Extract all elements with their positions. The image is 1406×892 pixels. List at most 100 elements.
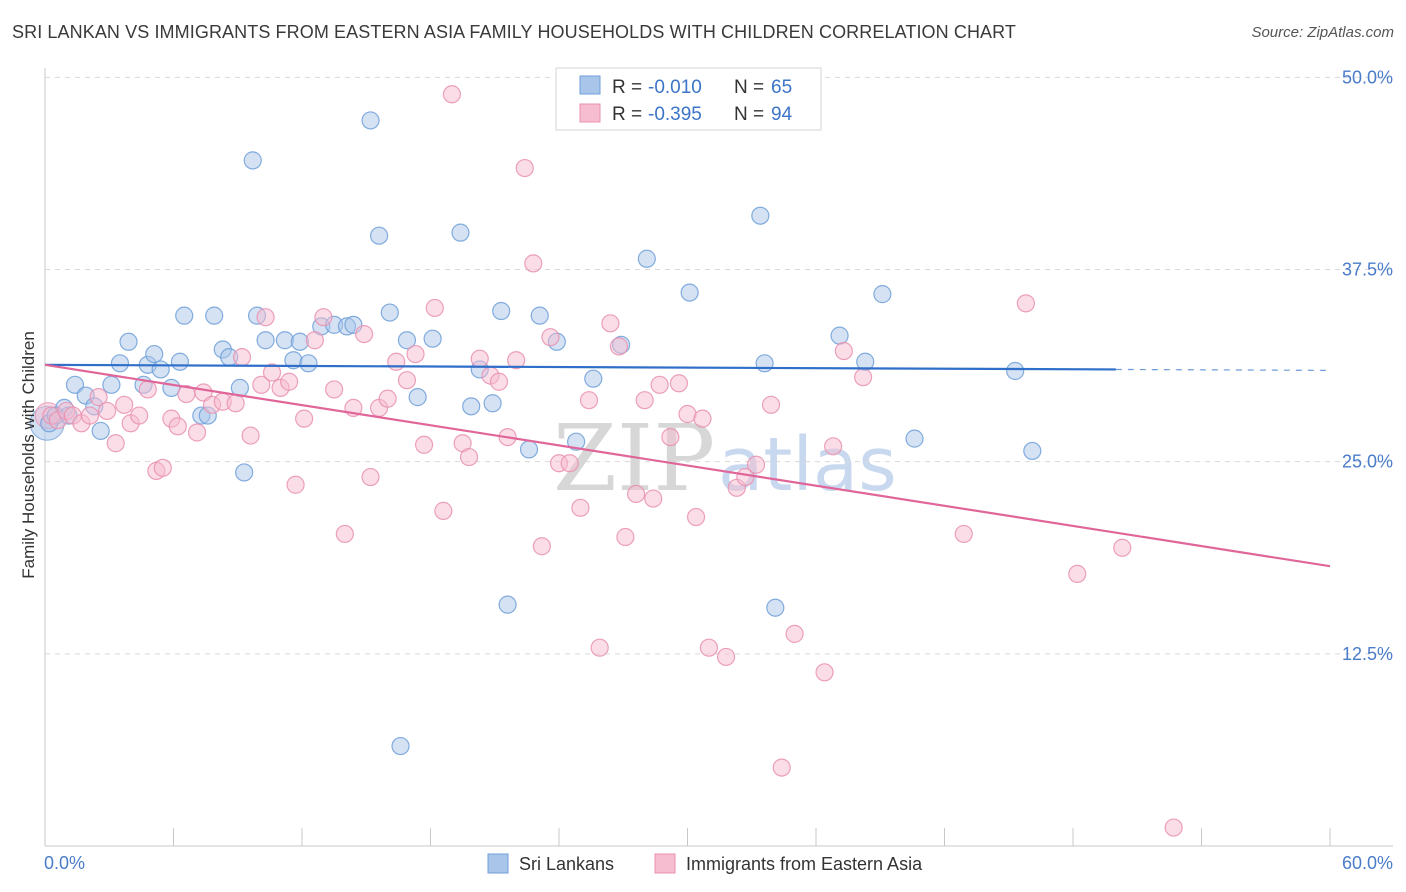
eastern-asia-point (361, 467, 380, 487)
sri-lankan-point (830, 326, 849, 345)
eastern-asia-point (571, 498, 590, 517)
chart-title: SRI LANKAN VS IMMIGRANTS FROM EASTERN AS… (12, 22, 1017, 42)
sri-lankan-trend-line (44, 363, 1116, 371)
sri-lankan-point (102, 375, 121, 394)
eastern-asia-point (834, 341, 853, 361)
eastern-asia-point (678, 404, 697, 424)
eastern-asia-point (355, 324, 374, 344)
eastern-asia-point (815, 663, 834, 682)
eastern-asia-point (954, 524, 973, 544)
sri-lankan-point (175, 306, 194, 325)
eastern-asia-point (256, 308, 275, 327)
eastern-asia-point (335, 524, 354, 544)
stats-legend: R = -0.010 N = 65 R = -0.395 N = 94 (555, 67, 822, 131)
sri-lankan-point (145, 344, 164, 364)
eastern-asia-point (397, 371, 417, 390)
eastern-asia-point (387, 352, 406, 371)
eastern-asia-point (761, 395, 781, 414)
eastern-asia-point (442, 85, 462, 104)
sri-lankan-point (65, 375, 85, 394)
sri-lankan-point (290, 332, 309, 351)
sri-lankan-point (361, 111, 380, 130)
eastern-asia-point (80, 406, 100, 425)
eastern-asia-point (89, 388, 108, 407)
sri-lankan-point (567, 432, 586, 451)
eastern-asia-point (280, 372, 299, 391)
eastern-asia-point (295, 409, 314, 428)
y-tick-label: 50.0% (1342, 67, 1393, 87)
eastern-asia-point (785, 624, 804, 643)
eastern-asia-point (130, 406, 149, 425)
sri-lankan-point (905, 429, 924, 448)
eastern-asia-point (98, 401, 117, 421)
eastern-asia-point (644, 489, 663, 508)
legend-r-label-1: R = (612, 77, 642, 98)
y-tick-label: 37.5% (1342, 260, 1393, 280)
sri-lankan-point (423, 329, 442, 348)
eastern-asia-point (541, 328, 560, 347)
x-tick-label: 60.0% (1342, 853, 1393, 873)
sri-lankan-point (235, 463, 254, 482)
series-label-sri-lankans: Sri Lankans (519, 854, 614, 874)
eastern-asia-point (650, 375, 669, 394)
trend-lines (44, 363, 1331, 568)
series-swatch-eastern-asia (654, 853, 676, 874)
eastern-asia-point (314, 308, 333, 327)
series-swatch-sri-lankans (487, 853, 509, 874)
eastern-asia-point (138, 380, 157, 399)
legend-n-value-2: 94 (771, 104, 793, 125)
sri-lankan-point (637, 249, 656, 268)
eastern-asia-point (507, 351, 526, 370)
sri-lankan-trend-extension (1115, 368, 1331, 371)
sri-lankan-point (391, 736, 410, 756)
eastern-asia-point (626, 484, 646, 504)
eastern-asia-point (635, 391, 654, 410)
sri-lankan-point (299, 354, 318, 373)
eastern-asia-point (378, 389, 397, 408)
eastern-asia-point (699, 638, 719, 657)
eastern-asia-point (609, 337, 629, 356)
sri-lankan-point (1023, 441, 1042, 461)
eastern-asia-point (489, 372, 509, 391)
eastern-asia-point (1164, 818, 1183, 837)
sri-lankan-point (492, 301, 511, 321)
eastern-asia-point (616, 527, 635, 547)
eastern-asia-point (459, 447, 479, 467)
eastern-asia-point (661, 427, 680, 447)
eastern-asia-point (716, 647, 736, 667)
sri-lankan-point (91, 421, 110, 441)
eastern-asia-trend-line (44, 363, 1331, 568)
sri-lankan-point (873, 285, 892, 304)
eastern-asia-point (772, 758, 791, 777)
sri-lankan-point (275, 331, 294, 350)
sri-lankan-point (397, 331, 417, 350)
eastern-asia-point (305, 331, 324, 350)
eastern-asia-point (106, 434, 125, 453)
legend-r-label-2: R = (612, 104, 642, 125)
eastern-asia-point (590, 638, 609, 657)
legend-r-value-2: -0.395 (648, 104, 702, 125)
sri-lankan-point (766, 598, 785, 617)
series-legend: Sri Lankans Immigrants from Eastern Asia (487, 853, 923, 874)
watermark: ZIP atlas (553, 405, 897, 512)
sri-lankan-point (151, 360, 170, 379)
series-label-eastern-asia: Immigrants from Eastern Asia (686, 854, 923, 874)
sri-lankan-point (1006, 361, 1025, 381)
sri-lankan-point (519, 440, 539, 459)
eastern-asia-point (425, 298, 444, 318)
eastern-asia-point (560, 454, 579, 473)
eastern-asia-point (286, 475, 305, 494)
eastern-asia-point (669, 374, 689, 393)
eastern-asia-point (601, 314, 620, 333)
x-tick-label: 0.0% (44, 853, 85, 873)
sri-lankan-point (584, 369, 603, 388)
sri-lankan-point (498, 595, 517, 614)
eastern-asia-point (241, 426, 260, 445)
eastern-asia-point (515, 158, 534, 178)
eastern-asia-point (115, 395, 134, 414)
axes (44, 68, 1393, 847)
eastern-asia-point (746, 455, 766, 474)
data-points (29, 85, 1183, 837)
legend-n-label-2: N = (734, 104, 764, 125)
